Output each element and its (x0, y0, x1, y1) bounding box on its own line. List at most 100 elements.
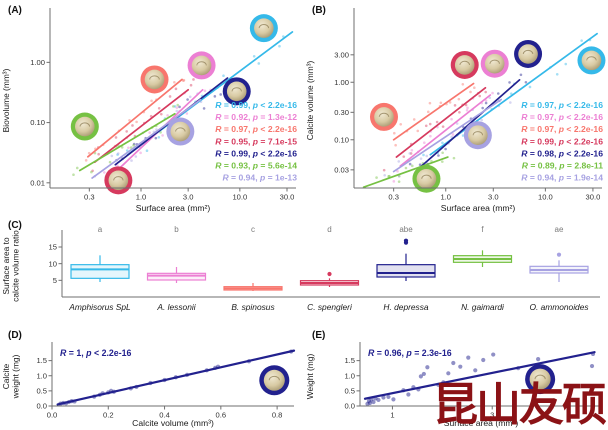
y-axis-title: Weight (mg) (305, 354, 315, 400)
panel-a-biovolume-scatter: R = 0.99, p < 2.2e-16 R = 0.92, p = 1.3e-… (1, 5, 297, 213)
species-label: O. ammonoides (529, 302, 589, 312)
tick-label: 2 (440, 411, 444, 420)
tick-label: 0.5 (344, 386, 355, 395)
panel-e-weight-vs-area-scatter: R = 0.96, p = 2.3e-16 1 2 3 0.0 0.5 1.0 1.5 (E) S… (305, 330, 602, 428)
significance-letter: b (174, 225, 179, 234)
species-photo-icon (412, 164, 441, 193)
species-photo-icon (187, 51, 216, 80)
tick-label: 1.0 (36, 371, 47, 380)
panel-c-ratio-boxplot: 5 10 15 a Amphisorus SpL b A. lessonii c B. spin… (1, 220, 600, 312)
species-photo-icon (104, 166, 133, 195)
species-label: B. spinosus (231, 302, 275, 312)
species-label: C. spengleri (307, 302, 353, 312)
panel-b-calcite-volume-scatter: R = 0.97, p < 2.2e-16 R = 0.97, p < 2.2e-… (305, 5, 606, 213)
regression-line (93, 88, 190, 164)
tick-label: 0.0 (36, 402, 47, 411)
scatter-points (392, 83, 476, 147)
boxplot (529, 252, 589, 282)
regression-line (91, 98, 202, 179)
correlation-annotation: R = 0.93, p = 5.6e-14 (215, 161, 297, 171)
tick-label: 1.5 (344, 356, 355, 365)
panel-d-weight-vs-volume-scatter: R = 1, p < 2.2e-16 0.0 0.2 0.4 0.6 0.8 0.0 0.5 1… (1, 330, 296, 428)
tick-label: 1.00 (334, 78, 349, 87)
correlation-annotation: R = 0.94, p = 1e-13 (222, 173, 297, 183)
tick-label: 0.4 (159, 411, 170, 420)
tick-label: 15 (49, 243, 57, 252)
regression-line (78, 112, 176, 172)
significance-letter: c (251, 225, 255, 234)
correlation-annotation: R = 0.99, p < 2.2e-16 (215, 100, 297, 110)
species-label: Amphisorus SpL (68, 302, 131, 312)
boxplot (452, 250, 513, 267)
tick-label: 0.01 (30, 178, 45, 187)
tick-label: 3 (490, 411, 494, 420)
outlier-point (327, 271, 332, 277)
tick-label: 0.2 (103, 411, 114, 420)
tick-label: 3.0 (488, 193, 499, 202)
correlation-annotation: R = 0.94, p = 1.9e-14 (521, 173, 603, 183)
species-label: A. lessonii (156, 302, 196, 312)
species-photo-icon (140, 65, 169, 94)
species-photo-icon (480, 49, 509, 78)
significance-letter: a (98, 225, 103, 234)
panel-label: (E) (312, 330, 325, 341)
regression-line (395, 86, 487, 158)
correlation-annotation: R = 0.97, p < 2.2e-16 (215, 124, 297, 134)
tick-label: 5 (53, 276, 57, 285)
boxplot (146, 267, 207, 283)
species-photo-icon (249, 14, 278, 43)
tick-label: 0.3 (84, 193, 95, 202)
correlation-annotation: R = 0.97, p < 2.2e-16 (521, 100, 603, 110)
tick-label: 0.3 (388, 193, 399, 202)
tick-label: 0.6 (216, 411, 227, 420)
correlation-annotation: R = 0.99, p < 2.2e-16 (521, 136, 603, 146)
tick-label: 0.10 (334, 135, 349, 144)
x-axis-title: Calcite volume (mm³) (132, 418, 214, 428)
correlation-annotation: R = 0.97, p < 2.2e-16 (521, 112, 603, 122)
correlation-annotation: R = 0.92, p = 1.3e-12 (215, 112, 297, 122)
correlation-annotation: R = 1, p < 2.2e-16 (60, 348, 132, 358)
significance-letter: f (481, 225, 484, 234)
tick-label: 30.0 (586, 193, 601, 202)
tick-label: 1 (390, 411, 394, 420)
panel-label: (A) (8, 5, 22, 16)
tick-label: 1.00 (30, 58, 45, 67)
tick-label: 1.0 (136, 193, 147, 202)
x-axis-title: Surface area (mm²) (441, 203, 516, 213)
species-photo-icon (463, 121, 492, 150)
tick-label: 0.03 (334, 165, 349, 174)
correlation-annotation: R = 0.95, p = 7.1e-15 (215, 136, 297, 146)
tick-label: 3.00 (334, 50, 349, 59)
tick-label: 0.5 (36, 386, 47, 395)
regression-line (362, 156, 449, 189)
tick-label: 1.0 (344, 371, 355, 380)
correlation-annotation: R = 0.97, p < 2.2e-16 (521, 124, 603, 134)
species-photo-icon (222, 77, 251, 106)
tick-label: 0.30 (334, 108, 349, 117)
panel-label: (C) (8, 220, 22, 231)
species-photo-icon (166, 117, 195, 146)
panel-label: (B) (312, 5, 326, 16)
regression-line (399, 94, 492, 167)
significance-letter: ae (555, 225, 564, 234)
tick-label: 10 (49, 259, 57, 268)
tick-label: 3.0 (183, 193, 194, 202)
outlier-point (403, 238, 409, 243)
watermark: 昆山友硕 (433, 378, 607, 430)
y-axis-title: Calcite (1, 363, 11, 389)
y-axis-title: calcite volume ratio (11, 230, 21, 302)
tick-label: 0.10 (30, 118, 45, 127)
correlation-annotation: R = 0.98, p < 2.2e-16 (521, 148, 603, 158)
boxplot (376, 238, 436, 281)
species-photo-icon (450, 50, 479, 79)
correlation-annotation: R = 0.99, p < 2.2e-16 (215, 148, 297, 158)
boxplot (299, 271, 360, 287)
species-photo-icon (369, 102, 398, 131)
tick-label: 1.5 (36, 356, 47, 365)
significance-letter: d (327, 225, 331, 234)
correlation-annotation: R = 0.96, p = 2.3e-16 (368, 348, 452, 358)
tick-label: 1.0 (440, 193, 451, 202)
y-axis-title: Surface area to (1, 237, 11, 295)
x-axis-title: Surface area (mm²) (136, 203, 211, 213)
y-axis-title: Calcite volume (mm³) (305, 61, 315, 141)
